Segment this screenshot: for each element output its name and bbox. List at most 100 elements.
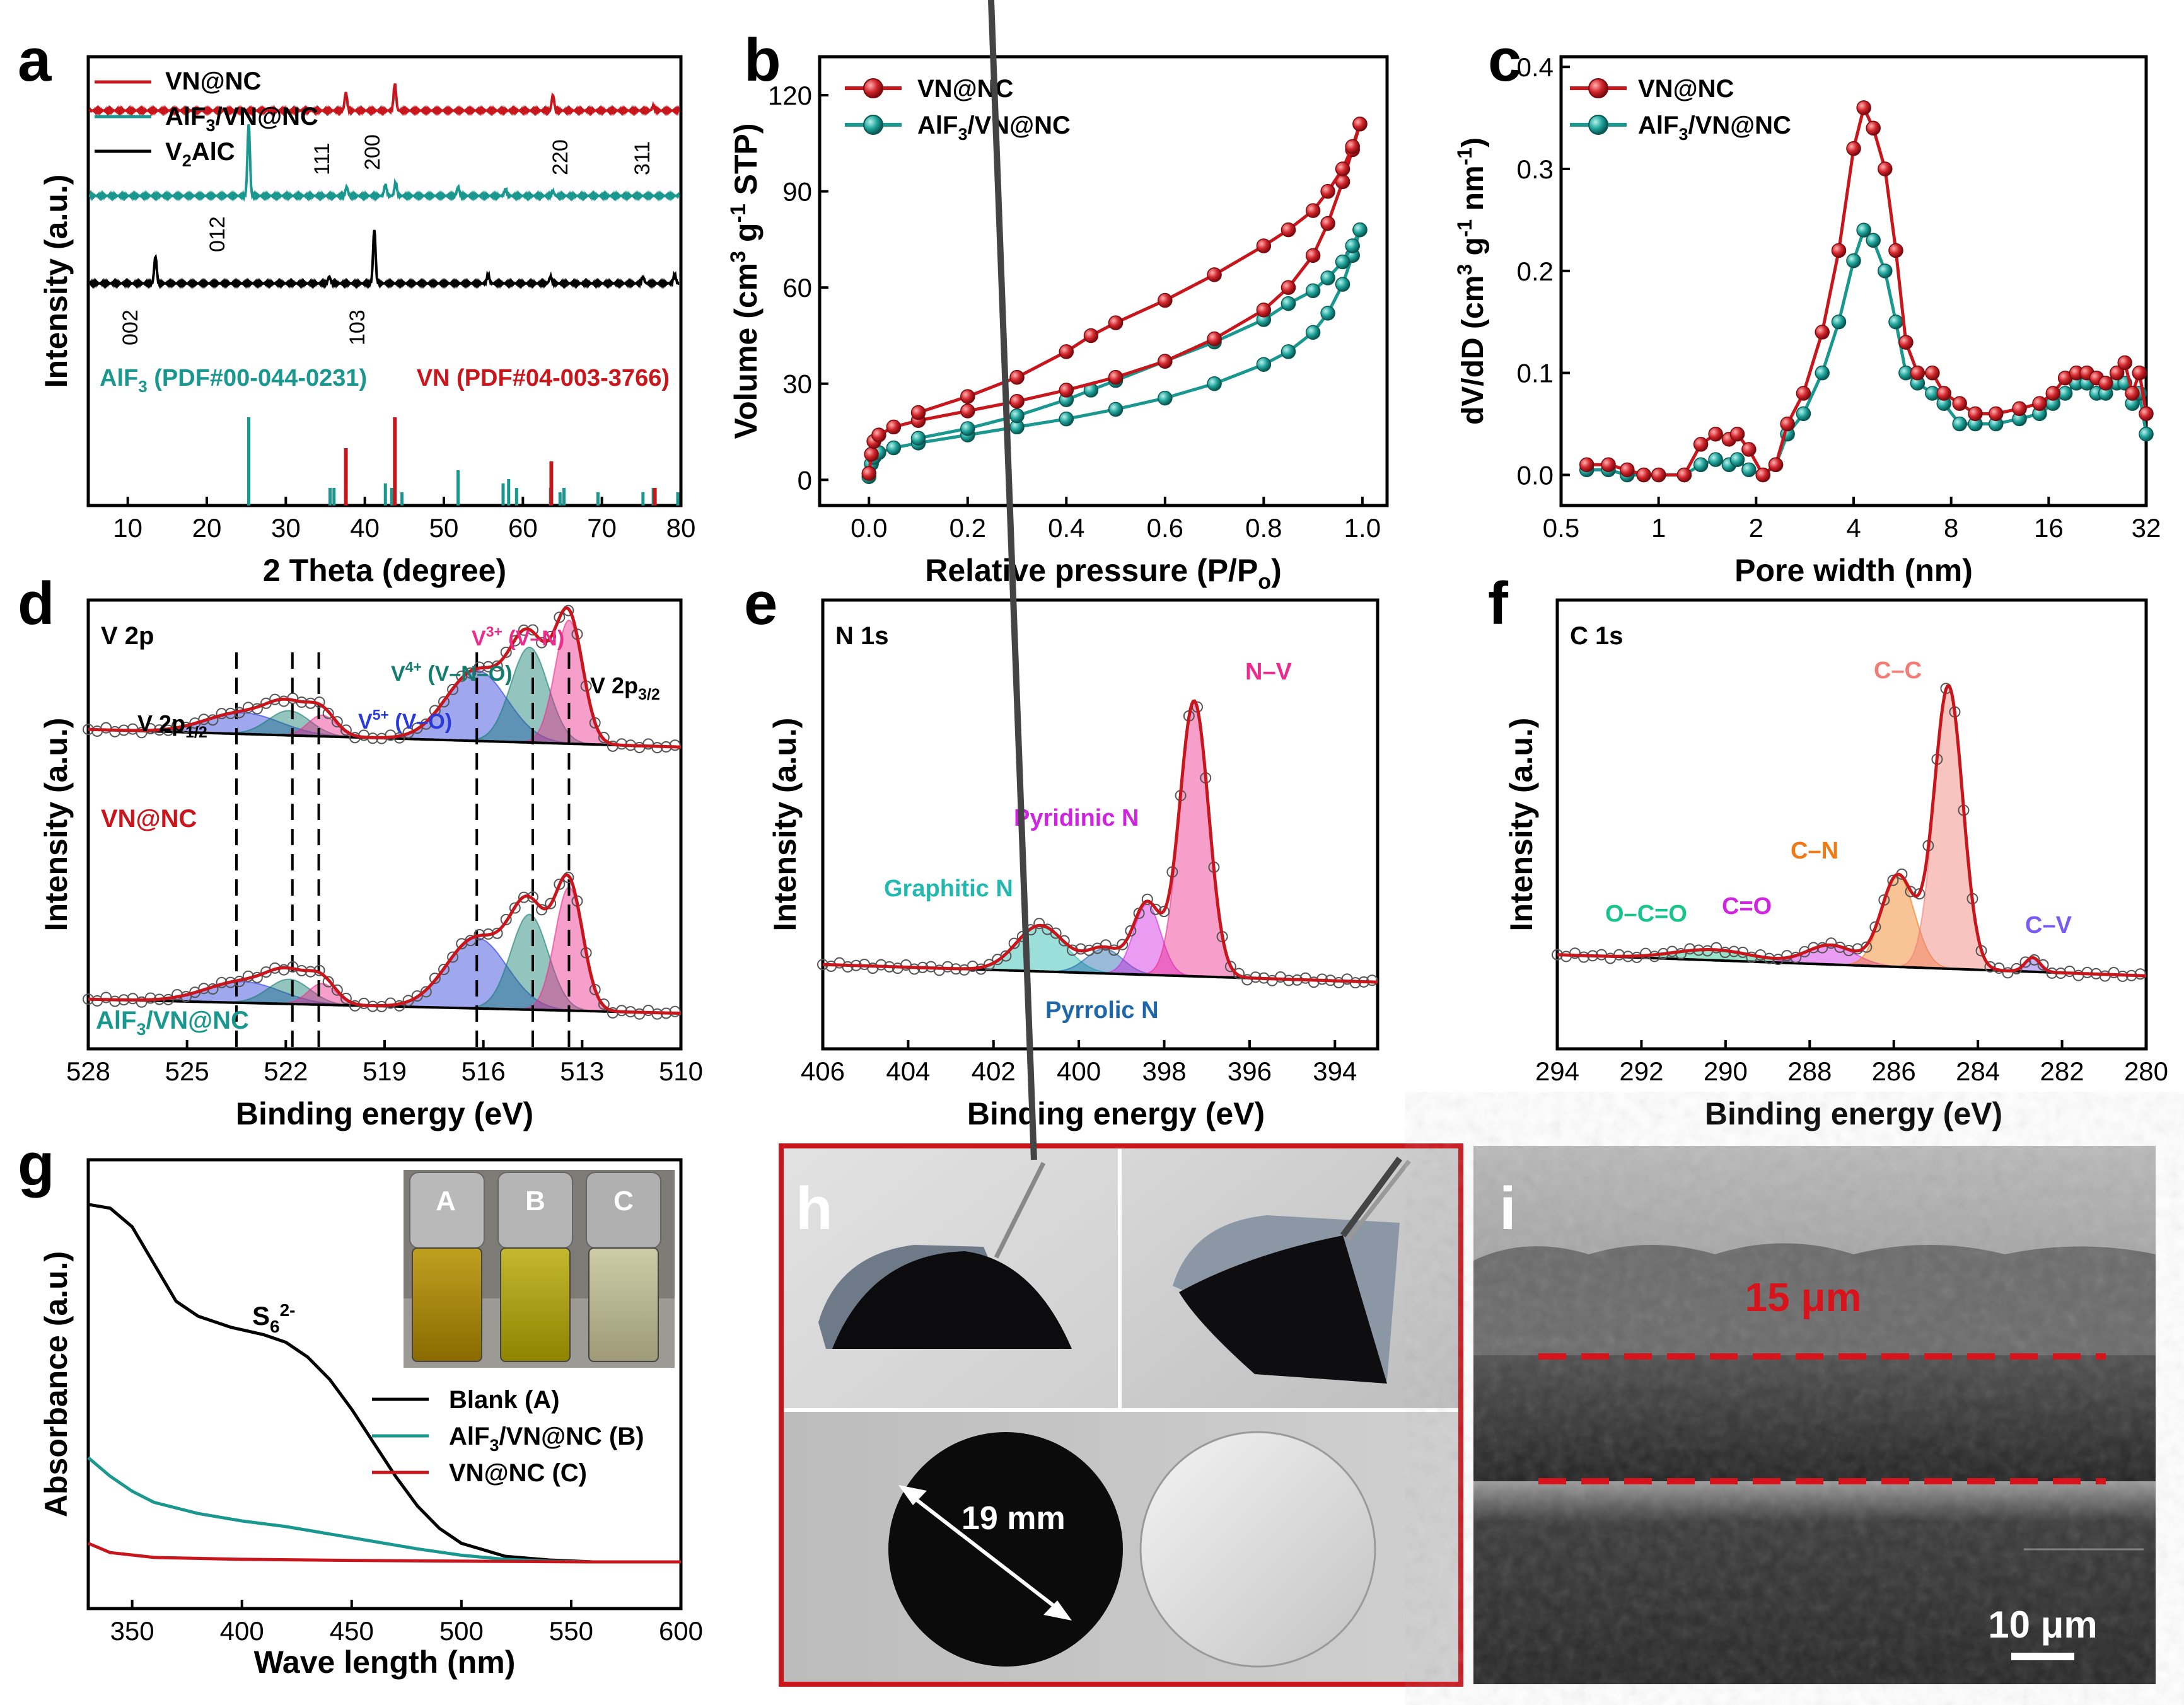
psd-point-0 [1846,141,1861,156]
alf3-vn-nc-raw-data-point [598,998,610,1010]
panel-f-title: C 1s [1570,622,1623,650]
raw-data-point [984,959,995,971]
label-c-c: C–C [1874,657,1922,684]
panel-a-xrd-chart: 10 20 30 40 50 60 70 80 VN@NC AlF3/VN@NC V2AlC … [38,55,696,588]
panel-e-xtick-label: 396 [1228,1056,1272,1086]
label-pyridinic-n: Pyridinic N [1014,805,1139,831]
panel-b-frame [818,55,1389,507]
peak-label-220: 220 [549,139,572,175]
raw-data-point [1008,937,1020,949]
label-v4-vno: V4+ (V–N–O) [391,659,513,686]
panel-c-ylabel: dV/dD (cm3 g-1 nm-1) [1453,137,1490,425]
isotherm-point-0 [1256,303,1272,318]
panel-c-xtick-label: 4 [1846,513,1861,543]
psd-point-1 [1888,314,1903,330]
isotherm-point-1 [886,440,902,456]
raw-data-point [1141,893,1153,905]
psd-point-0 [2109,365,2125,381]
psd-point-0 [1651,467,1666,483]
psd-point-0 [1708,426,1723,442]
panel-i-sem-image: i 15 μm 10 μm [1473,1146,2156,1684]
panel-d-xtick-label: 525 [165,1056,209,1086]
psd-point-0 [1579,457,1594,473]
sample-label-vn-nc: VN@NC [101,805,197,833]
alf3-vn-nc-raw-data-point [545,898,557,910]
panel-a-xtick-label: 10 [113,513,142,543]
panel-g-xtick-label: 450 [330,1616,374,1646]
alf3-vn-nc-raw-data-point [331,984,343,996]
raw-data-point [1887,874,1899,886]
psd-point-1 [1952,416,1967,432]
panel-b-ylabel: Volume (cm3 g-1 STP) [726,123,764,439]
vn-nc-raw-data-point [447,683,459,695]
panel-letter-c: c [1488,26,1521,94]
label-v5-vo: V5+ (V–O) [358,707,452,734]
panel-b-ytick-label: 120 [768,81,812,110]
psd-point-1 [1831,314,1847,330]
panel-g-xtick-label: 500 [439,1616,484,1646]
panel-f-xtick-label: 286 [1872,1056,1916,1086]
isotherm-point-0 [1345,139,1360,154]
panel-a-xtick-label: 80 [666,513,696,543]
psd-point-1 [1693,457,1709,473]
panel-f-xtick-label: 292 [1619,1056,1663,1086]
raw-data-point [1711,942,1722,954]
panel-c-xtick-label: 32 [2132,513,2161,543]
panel-a-xtick-label: 30 [271,513,301,543]
panel-e-xtick-label: 400 [1057,1056,1101,1086]
panel-b-xtick-label: 0.6 [1147,513,1183,543]
panel-b-ytick-label: 60 [782,273,812,303]
isotherm-point-0 [1352,117,1368,132]
peak-label-111: 111 [310,142,334,175]
alf3-vn-nc-raw-data-point [500,913,512,925]
isotherm-point-0 [1320,183,1335,199]
psd-line-1 [1586,227,2148,477]
panel-a-ylabel: Intensity (a.u.) [38,175,74,388]
panel-e-xtick-label: 398 [1142,1056,1186,1086]
isotherm-point-0 [1281,280,1296,295]
panel-c-xlabel: Pore width (nm) [1734,553,1973,588]
isotherm-point-0 [864,446,879,462]
isotherm-point-0 [1158,292,1173,308]
vn-nc-raw-data-point [598,732,610,744]
psd-point-1 [1708,452,1723,467]
panel-c-ytick-label: 0.0 [1517,460,1554,490]
psd-point-0 [1888,243,1903,258]
sem-texture [1473,1146,2156,1684]
panel-b-isotherm-chart: 0.0 0.2 0.4 0.6 0.8 1.0 0 30 60 90 120 VN@NC AlF3/… [726,55,1389,594]
isotherm-point-0 [1059,344,1074,359]
isotherm-point-0 [1335,161,1350,176]
panel-c-ytick-label: 0.1 [1517,359,1554,388]
alf3-vn-nc-raw-data-point [411,990,423,1002]
label-o-c-o: O–C=O [1605,901,1687,927]
raw-data-point [1033,918,1045,930]
panel-d-xtick-label: 513 [560,1056,604,1086]
panel-e-xlabel: Binding energy (eV) [967,1096,1265,1131]
legend-label-alf3-vn-nc: AlF3/VN@NC [165,103,318,135]
vial-c [586,1172,661,1362]
vn-nc-raw-data-point [438,696,450,708]
dimension-arrow-head-1 [898,1485,927,1505]
psd-point-0 [1741,442,1757,457]
fit-envelope [822,699,1378,984]
panel-b-xtick-label: 1.0 [1344,513,1381,543]
legend-label-vn-nc: VN@NC (C) [449,1459,587,1487]
vial-label-a: A [436,1186,456,1217]
vn-nc-raw-data-point [500,646,512,658]
peak-label-200: 200 [361,134,385,170]
raw-data-point [1861,941,1873,953]
alf3-vn-nc-raw-data-point [420,986,432,998]
panel-a-xtick-label: 20 [192,513,222,543]
panel-d-v2p-xps-chart: 528 525 522 519 516 513 510 V 2p V 2p1/2 V 2p3… [38,598,703,1131]
panel-d-xtick-label: 519 [363,1056,407,1086]
raw-data-point [1241,974,1253,986]
vn-nc-raw-data-point [322,707,334,719]
isotherm-point-1 [1281,296,1296,311]
isotherm-point-1 [1158,390,1173,406]
panel-b-xtick-label: 0.0 [851,513,887,543]
series-line-0 [88,83,680,117]
vn-nc-raw-data-point [554,611,566,623]
psd-point-1 [1729,452,1745,467]
raw-data-point [1108,944,1120,956]
isotherm-point-0 [1281,222,1296,238]
